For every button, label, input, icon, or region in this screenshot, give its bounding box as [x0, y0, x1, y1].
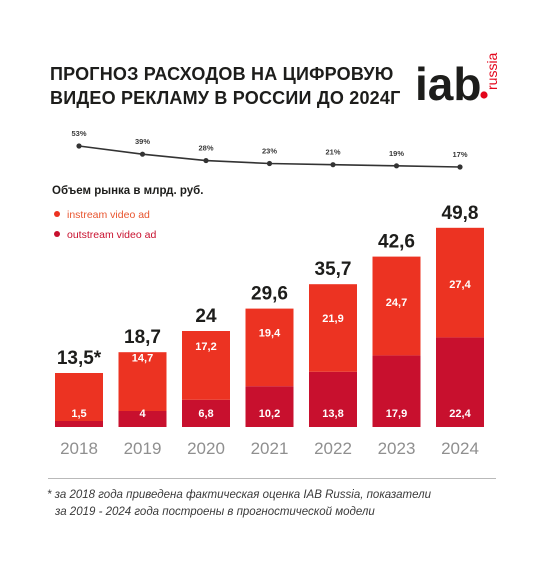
label-outstream-2023: 17,9 [386, 408, 407, 420]
label-total-2019: 18,7 [124, 327, 161, 348]
growth-point-2021 [266, 160, 273, 167]
label-total-2024: 49,8 [442, 203, 479, 224]
growth-label-2020: 28% [198, 144, 213, 153]
growth-line: 53% 39% 28% 23% 21% 19% 17% [71, 129, 468, 170]
bar-instream-2018 [55, 373, 103, 421]
legend: Объем рынка в млрд. руб. instream video … [52, 185, 203, 241]
label-total-2023: 42,6 [378, 232, 415, 253]
x-tick-2018: 2018 [60, 439, 98, 458]
x-axis-labels: 2018 2019 2020 2021 2022 2023 2024 [60, 439, 479, 458]
growth-point-2022 [330, 162, 336, 168]
growth-point-2020 [203, 157, 209, 164]
bar-outstream-2018 [55, 421, 103, 427]
label-outstream-2022: 13,8 [322, 408, 343, 420]
growth-point-2024 [457, 164, 463, 170]
iab-russia-logo: iab russia [415, 52, 500, 110]
bar-instream-2019 [118, 352, 167, 411]
footnote-line-2: за 2019 - 2024 года построены в прогност… [55, 506, 375, 518]
x-tick-2019: 2019 [124, 439, 162, 458]
x-tick-2022: 2022 [314, 439, 352, 458]
legend-label-outstream: outstream video ad [67, 229, 156, 241]
x-tick-2023: 2023 [378, 439, 416, 458]
label-outstream-2024: 22,4 [449, 408, 471, 420]
growth-label-2022: 21% [325, 148, 340, 157]
legend-swatch-instream [54, 211, 60, 217]
growth-label-2024: 17% [452, 150, 467, 159]
footnote: * за 2018 года приведена фактическая оце… [47, 487, 431, 521]
logo-iab-text: iab [415, 58, 481, 110]
bar-outstream-2020 [182, 399, 230, 427]
legend-label-instream: instream video ad [67, 209, 150, 221]
legend-swatch-outstream [54, 231, 60, 237]
label-instream-2022: 21,9 [322, 313, 343, 325]
label-instream-2023: 24,7 [386, 297, 407, 309]
label-instream-2021: 19,4 [259, 328, 281, 340]
label-outstream-2021: 10,2 [259, 408, 280, 420]
bar-instream-2021 [245, 308, 294, 387]
bar-instream-2024 [436, 227, 484, 338]
label-instream-2020: 17,2 [195, 341, 216, 353]
bar-outstream-2024 [436, 337, 484, 427]
label-outstream-2019: 4 [139, 408, 146, 420]
growth-label-2018: 53% [71, 129, 86, 138]
footnote-divider [48, 478, 496, 479]
chart-title-line-2: ВИДЕО РЕКЛАМУ В РОССИИ ДО 2024Г [50, 88, 401, 108]
label-total-2022: 35,7 [315, 259, 352, 280]
bar-outstream-2019 [118, 411, 167, 427]
growth-label-2019: 39% [135, 137, 150, 146]
bar-outstream-2023 [372, 355, 421, 427]
label-instream-2019: 14,7 [132, 352, 153, 364]
bar-instream-2023 [372, 256, 421, 356]
bar-outstream-2021 [245, 386, 294, 427]
growth-point-2019 [139, 151, 146, 157]
label-total-2020: 24 [195, 306, 217, 327]
bar-instream-2020 [182, 331, 230, 400]
footnote-line-1: * за 2018 года приведена фактическая оце… [47, 489, 431, 501]
bar-instream-2022 [309, 284, 357, 372]
growth-point-2018 [76, 143, 82, 149]
growth-label-2021: 23% [262, 147, 277, 156]
growth-point-2023 [393, 163, 400, 169]
x-tick-2021: 2021 [251, 439, 289, 458]
label-instream-2018: 12 [73, 362, 85, 374]
x-tick-2020: 2020 [187, 439, 225, 458]
growth-label-2023: 19% [389, 149, 404, 158]
stacked-bar-chart: Объем рынка в млрд. руб. instream video … [52, 129, 484, 458]
chart-title-line-1: ПРОГНОЗ РАСХОДОВ НА ЦИФРОВУЮ [50, 64, 394, 84]
bar-outstream-2022 [309, 371, 357, 427]
logo-dot [480, 91, 488, 99]
label-outstream-2018: 1,5 [71, 408, 86, 420]
label-total-2021: 29,6 [251, 284, 288, 305]
label-instream-2024: 27,4 [449, 279, 471, 291]
legend-title: Объем рынка в млрд. руб. [52, 185, 203, 197]
x-tick-2024: 2024 [441, 439, 479, 458]
logo-russia-text: russia [484, 52, 500, 90]
label-outstream-2020: 6,8 [198, 408, 213, 420]
label-total-2018: 13,5* [57, 348, 102, 369]
chart-title: ПРОГНОЗ РАСХОДОВ НА ЦИФРОВУЮ ВИДЕО РЕКЛА… [50, 62, 401, 110]
